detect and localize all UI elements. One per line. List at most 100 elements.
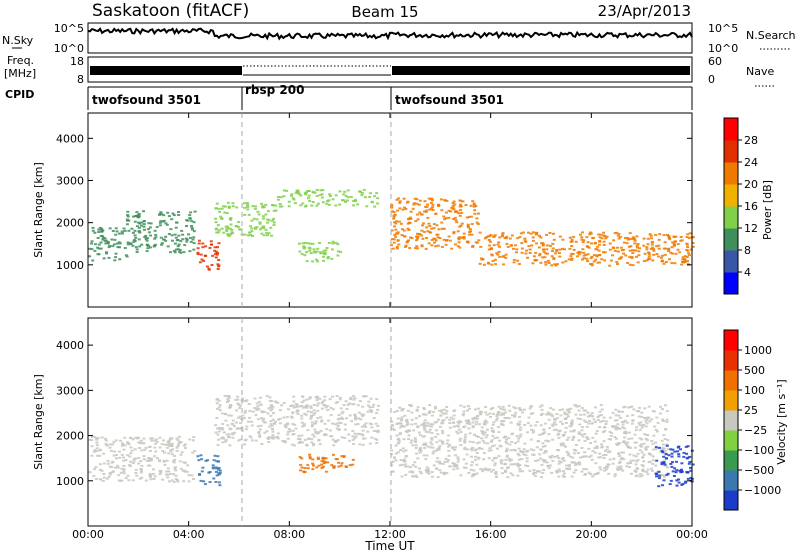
velocity-scatter-point [523, 442, 527, 445]
power-scatter-point [409, 218, 413, 220]
velocity-scatter-point [218, 409, 222, 412]
velocity-scatter-point [396, 451, 400, 454]
power-scatter-point [430, 239, 434, 241]
velocity-scatter-point [510, 458, 513, 461]
velocity-scatter-point [320, 463, 324, 466]
velocity-scatter-point [231, 436, 235, 439]
velocity-scatter-point [122, 468, 126, 471]
velocity-scatter-point [608, 431, 612, 433]
velocity-scatter-point [250, 420, 254, 423]
power-scatter-point [328, 195, 332, 198]
velocity-scatter-point [665, 473, 669, 476]
xaxis-label: Time UT [364, 539, 415, 553]
velocity-scatter-point [662, 479, 666, 482]
power-scatter-point [93, 231, 97, 234]
velocity-scatter-point [429, 446, 433, 449]
velocity-scatter-point [550, 413, 554, 416]
power-scatter-point [205, 265, 209, 268]
power-scatter-point [569, 255, 573, 258]
velocity-scatter-point [92, 450, 96, 453]
velocity-scatter-point [221, 441, 225, 444]
noise-right-label: N.Search [746, 29, 796, 42]
velocity-scatter-point [397, 439, 401, 442]
velocity-scatter-point [627, 406, 630, 409]
velocity-scatter-point [583, 451, 587, 454]
velocity-scatter-point [332, 444, 336, 447]
velocity-scatter-point [471, 425, 475, 428]
velocity-scatter-point [524, 464, 527, 467]
velocity-scatter-point [337, 428, 341, 431]
power-scatter-point [436, 236, 440, 239]
velocity-scatter-point [433, 421, 437, 424]
velocity-scatter-point [357, 417, 360, 420]
power-scatter-point [131, 231, 135, 234]
velocity-scatter-point [280, 404, 283, 407]
velocity-scatter-point [504, 458, 508, 461]
power-scatter-point [88, 247, 92, 250]
velocity-scatter-point [262, 417, 266, 420]
velocity-scatter-point [234, 398, 238, 401]
power-scatter-point [334, 204, 338, 207]
power-scatter-point [234, 225, 238, 228]
velocity-scatter-point [334, 440, 338, 442]
velocity-scatter-point [539, 424, 543, 427]
velocity-scatter-point [684, 445, 688, 448]
velocity-scatter-point [456, 460, 460, 463]
velocity-scatter-point [535, 421, 539, 424]
velocity-scatter-point [353, 413, 357, 416]
velocity-scatter-point [325, 428, 329, 431]
velocity-scatter-point [580, 433, 583, 436]
velocity-scatter-point [441, 432, 445, 435]
power-scatter-point [158, 213, 161, 216]
power-scatter-point [308, 200, 312, 202]
velocity-scatter-point [539, 414, 543, 416]
power-scatter-point [664, 261, 668, 263]
power-scatter-point [171, 212, 175, 215]
power-scatter-point [300, 253, 304, 256]
power-scatter-point [135, 211, 139, 214]
power-scatter-point [497, 241, 501, 244]
velocity-scatter-point [437, 418, 440, 421]
velocity-scatter-point [642, 423, 645, 426]
power-scatter-point [487, 239, 491, 241]
power-scatter-point [104, 242, 108, 245]
velocity-scatter-point [131, 438, 135, 441]
velocity-scatter-point [397, 437, 401, 440]
power-scatter-point [396, 231, 400, 234]
power-scatter-point [250, 219, 254, 222]
velocity-scatter-point [569, 430, 573, 433]
velocity-scatter-point [626, 462, 630, 465]
velocity-scatter-point [215, 474, 219, 477]
power-scatter-point [176, 248, 180, 251]
velocity-scatter-point [503, 417, 507, 419]
velocity-scatter-point [686, 477, 690, 480]
velocity-scatter-point [434, 429, 438, 432]
velocity-scatter-point [511, 432, 515, 435]
power-scatter-point [315, 204, 319, 207]
velocity-scatter-point [556, 433, 560, 436]
velocity-scatter-point [509, 463, 513, 466]
power-scatter-point [496, 243, 500, 246]
power-scatter-point [139, 224, 143, 227]
velocity-scatter-point [226, 424, 230, 427]
velocity-scatter-point [414, 447, 418, 449]
velocity-scatter-point [375, 398, 379, 401]
velocity-scatter-point [244, 409, 248, 412]
velocity-scatter-point [638, 449, 642, 452]
power-scatter-point [414, 235, 418, 238]
velocity-scatter-point [410, 423, 414, 426]
velocity-scatter-point [310, 438, 314, 441]
velocity-scatter-point [128, 465, 132, 468]
velocity-scatter-point [474, 458, 478, 461]
power-scatter-point [133, 234, 137, 237]
power-scatter-point [685, 256, 689, 258]
velocity-scatter-point [122, 459, 126, 462]
power-scatter-point [603, 259, 607, 262]
velocity-scatter-point [654, 447, 658, 450]
power-scatter-point [336, 254, 340, 257]
velocity-scatter-point [562, 470, 566, 473]
power-scatter-point [597, 249, 601, 252]
velocity-scatter-point [296, 412, 300, 415]
power-scatter-point [637, 254, 641, 257]
